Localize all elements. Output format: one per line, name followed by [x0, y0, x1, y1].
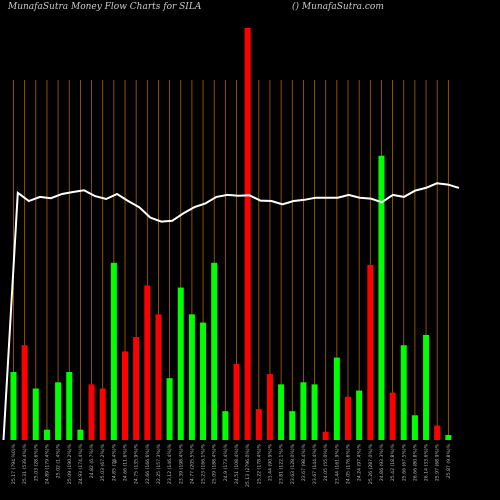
- money-flow-line: [2, 182, 460, 441]
- bar: [133, 337, 140, 440]
- x-tick-label: 24.93 (174.4%)%: [78, 443, 84, 484]
- bar: [289, 411, 296, 440]
- bar: [21, 345, 28, 440]
- bar-series: [10, 28, 452, 440]
- x-tick-label: 24.05 (55.0%)%: [323, 443, 329, 481]
- x-tick-label: 24.24 (97.4%)%: [357, 443, 363, 481]
- x-tick-label: 25.13 (2796.0%)%: [245, 443, 251, 487]
- bar: [177, 287, 184, 440]
- bar: [311, 384, 318, 440]
- x-tick-label: 26.66 (80.8%)%: [412, 443, 418, 481]
- x-tick-labels: 25.17 (794.%0)% 25.31 (539.4%)% 25.03 (28.…: [11, 443, 452, 487]
- bar: [222, 411, 229, 440]
- x-tick-label: 25.66 (67.5%)%: [401, 443, 407, 481]
- x-tick-label: 23.67 (98.4%)%: [301, 443, 307, 481]
- bar: [278, 384, 285, 440]
- bar: [244, 28, 251, 440]
- x-tick-label: 24.75 (135.9%)%: [134, 443, 140, 484]
- bar: [188, 314, 195, 440]
- x-tick-label: 25.87 (9.8%)%: [446, 443, 452, 478]
- x-tick-label: 25.26 (287.0%)%: [368, 443, 374, 484]
- x-tick-label: 25.23 (166.1%)%: [201, 443, 207, 484]
- x-tick-label: 25.09 (188.4%)%: [212, 443, 218, 484]
- bar: [300, 382, 307, 440]
- bar: [389, 392, 396, 440]
- bar: [10, 372, 17, 440]
- x-tick-label: 23.12 (146.4%)%: [167, 443, 173, 484]
- bar: [255, 409, 262, 440]
- x-tick-label: 23.63 (128.0%)%: [290, 443, 296, 484]
- x-tick-label: 23.67 (144.4%)%: [312, 443, 318, 484]
- bar: [211, 262, 218, 440]
- bar: [122, 351, 128, 440]
- x-tick-label: 26.14 (33.6%)%: [424, 443, 430, 481]
- bar: [110, 262, 117, 440]
- bar: [356, 390, 363, 440]
- x-tick-label: 23.81 (122.1%)%: [279, 443, 285, 484]
- x-tick-label: 24.66 (11.6%)%: [123, 443, 129, 481]
- bar: [400, 345, 407, 440]
- x-tick-label: 25.42 (18.8%)%: [390, 443, 396, 481]
- bar: [32, 388, 39, 440]
- x-tick-label: 25.22 (178.4%)%: [256, 443, 262, 484]
- x-tick-label: 25.17 (794.%0)%: [11, 443, 17, 484]
- x-tick-label: 25.31 (539.4%)%: [22, 443, 28, 484]
- x-tick-label: 24.82 (6.7%)%: [89, 443, 95, 478]
- site-credit: () MunafaSutra.com: [292, 2, 384, 12]
- bar: [55, 382, 62, 440]
- x-tick-label: 24.89 (179.4%)%: [44, 443, 50, 484]
- bar: [266, 374, 273, 440]
- x-tick-label: 23.39 (198.4%)%: [178, 443, 184, 484]
- bar: [155, 314, 162, 440]
- chart-title: MunafaSutra Money Flow Charts for SILA: [8, 2, 202, 12]
- bar: [434, 425, 441, 440]
- x-tick-label: 22.25 (157.3%)%: [156, 443, 162, 484]
- bar: [411, 415, 418, 440]
- bar: [345, 396, 351, 440]
- x-tick-label: 24.86 (93.3%)%: [379, 443, 385, 481]
- x-tick-label: 25.97 (68.9%)%: [435, 443, 441, 481]
- bar: [200, 322, 207, 440]
- bar: [445, 435, 452, 440]
- bar: [77, 429, 84, 440]
- bar: [144, 285, 151, 440]
- x-tick-label: 25.03 (67.2%)%: [100, 443, 106, 481]
- x-tick-label: 22.66 (166.6%)%: [145, 443, 151, 484]
- bar: [99, 388, 106, 440]
- x-tick-label: 24.85 (76.4%)%: [111, 443, 117, 481]
- x-tick-label: 24.51 (108.4%)%: [234, 443, 240, 484]
- bar: [166, 378, 173, 440]
- x-tick-label: 25.03 (28.6%)%: [33, 443, 39, 481]
- bar: [66, 372, 73, 440]
- bar: [333, 357, 340, 440]
- bar: [423, 334, 430, 440]
- x-tick-label: 24.05 (176.6%)%: [346, 443, 352, 484]
- x-tick-label: 23.44 (161.9%)%: [334, 443, 340, 484]
- bar: [367, 264, 374, 440]
- bar: [88, 384, 95, 440]
- bar: [322, 431, 329, 440]
- bar: [43, 429, 50, 440]
- bar: [378, 155, 385, 440]
- bar: [233, 363, 240, 440]
- footer-mark: $: [114, 459, 117, 465]
- x-tick-label: 25.09 (190.2%)%: [67, 443, 73, 484]
- x-tick-label: 25.02 (1.4%)%: [56, 443, 62, 478]
- x-tick-label: 23.44 (90.9%)%: [267, 443, 273, 481]
- x-tick-label: 24.77 (205.5%)%: [189, 443, 195, 484]
- x-tick-label: 24.9 (173.4%)%: [223, 443, 229, 481]
